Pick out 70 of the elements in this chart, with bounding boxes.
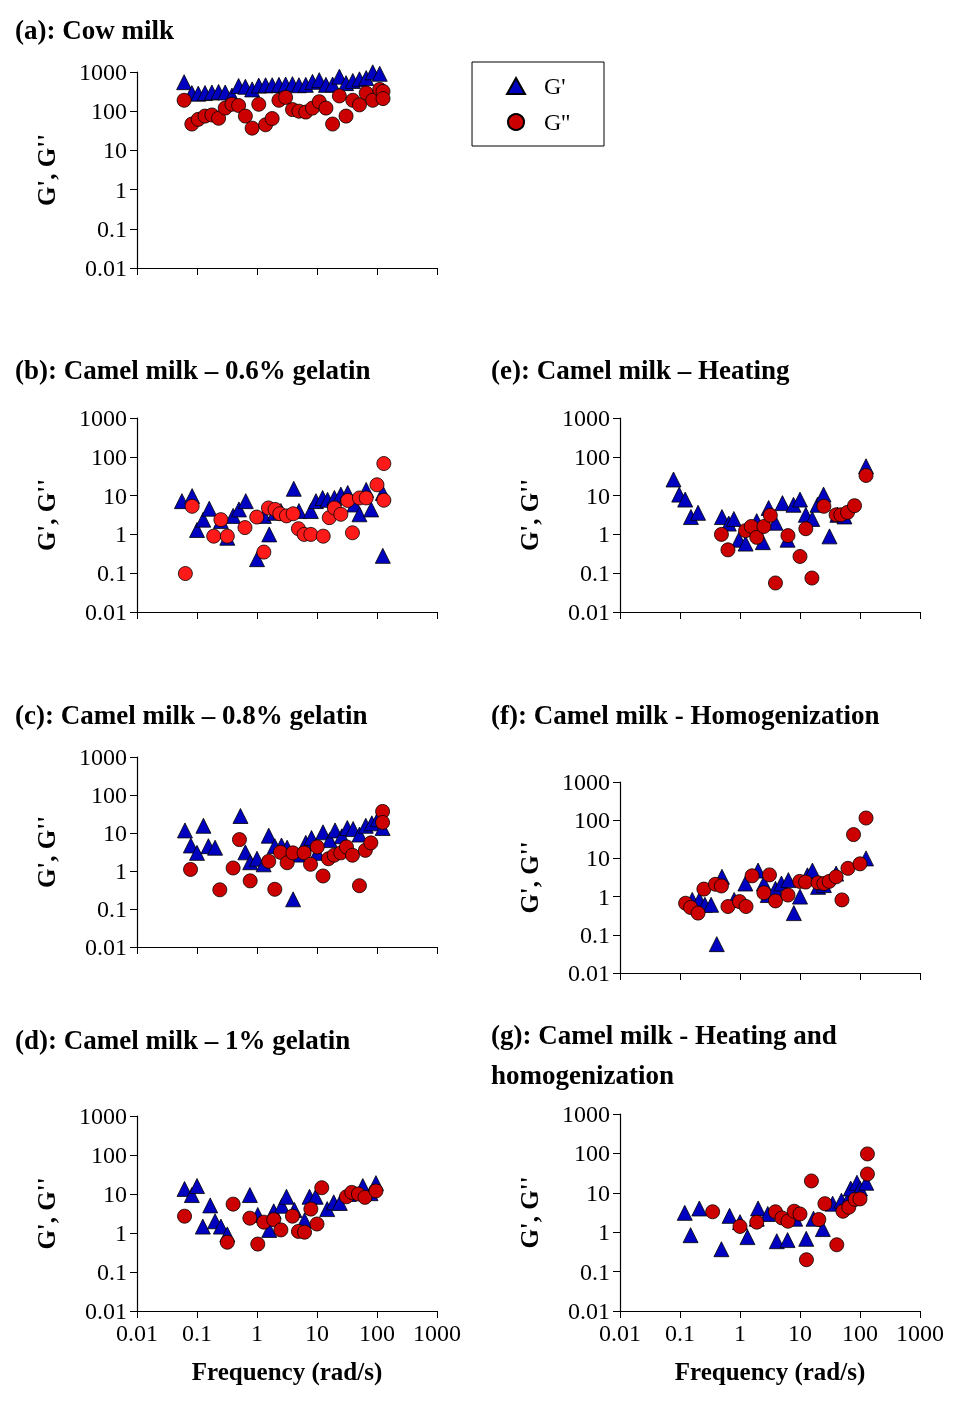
y-tick-label: 0.1 xyxy=(580,560,610,587)
y-tick-label: 1000 xyxy=(562,769,610,795)
y-tick-label: 0.1 xyxy=(97,1259,127,1285)
y-tick-label: 1000 xyxy=(79,59,127,85)
x-tick-label: 0.1 xyxy=(182,1320,212,1346)
y-tick-label: 1000 xyxy=(79,1103,127,1129)
x-axis-title: Frequency (rad/s) xyxy=(191,1358,383,1386)
chart-title: (a): Cow milk xyxy=(15,15,174,45)
y-tick-label: 0.1 xyxy=(580,1258,610,1285)
y-tick-label: 10 xyxy=(103,137,127,164)
y-tick-label: 1 xyxy=(598,521,610,548)
x-tick-label: 0.1 xyxy=(665,1320,695,1346)
y-axis-title: G', G'' xyxy=(33,478,60,552)
x-tick-label: 1000 xyxy=(413,1320,461,1346)
y-axis-title: G', G'' xyxy=(516,478,543,552)
y-tick-label: 10 xyxy=(103,1181,127,1207)
y-tick-label: 0.1 xyxy=(97,896,127,922)
y-tick-label: 1000 xyxy=(79,405,127,431)
y-tick-label: 0.01 xyxy=(568,599,610,625)
y-tick-label: 0.1 xyxy=(97,215,127,242)
y-tick-label: 0.01 xyxy=(85,599,127,625)
y-tick-label: 100 xyxy=(574,443,610,470)
x-tick-label: 100 xyxy=(842,1320,878,1346)
y-tick-label: 100 xyxy=(91,1142,127,1168)
y-axis-title: G', G'' xyxy=(33,1177,60,1250)
y-axis-title: G', G'' xyxy=(33,133,60,207)
x-axis-title: Frequency (rad/s) xyxy=(674,1358,866,1386)
x-tick-label: 10 xyxy=(305,1320,329,1346)
y-tick-label: 0.01 xyxy=(85,255,127,281)
y-tick-label: 1 xyxy=(115,858,127,884)
y-tick-label: 0.01 xyxy=(568,960,610,986)
y-tick-label: 0.01 xyxy=(568,1298,610,1324)
x-tick-label: 1 xyxy=(734,1320,746,1346)
y-tick-label: 10 xyxy=(103,482,127,509)
chart-title: (d): Camel milk – 1% gelatin xyxy=(15,1025,351,1055)
y-tick-label: 1 xyxy=(598,883,610,910)
chart-title: (c): Camel milk – 0.8% gelatin xyxy=(15,700,368,730)
y-tick-label: 10 xyxy=(586,1179,610,1206)
y-tick-label: 100 xyxy=(91,443,127,470)
y-tick-label: 1 xyxy=(115,176,127,203)
y-axis-title: G', G'' xyxy=(33,815,60,889)
y-tick-label: 1000 xyxy=(562,1101,610,1127)
y-tick-label: 1 xyxy=(115,521,127,548)
x-tick-label: 1000 xyxy=(896,1320,944,1346)
legend-label: G'' xyxy=(544,109,570,135)
y-tick-label: 100 xyxy=(91,98,127,125)
chart-title: (g): Camel milk - Heating and homogenization xyxy=(491,1020,844,1090)
y-tick-label: 1 xyxy=(598,1219,610,1246)
y-tick-label: 0.1 xyxy=(97,560,127,587)
y-axis-title: G', G'' xyxy=(516,1176,543,1249)
y-tick-label: 0.1 xyxy=(580,921,610,948)
y-axis-title: G', G'' xyxy=(516,841,543,914)
y-tick-label: 1000 xyxy=(562,405,610,431)
y-tick-label: 0.01 xyxy=(85,934,127,960)
legend-label: G' xyxy=(544,73,566,99)
y-tick-label: 100 xyxy=(91,782,127,808)
y-tick-label: 10 xyxy=(586,845,610,872)
y-tick-label: 0.01 xyxy=(85,1298,127,1324)
y-tick-label: 1000 xyxy=(79,744,127,770)
y-tick-label: 1 xyxy=(115,1220,127,1246)
chart-title: (f): Camel milk - Homogenization xyxy=(491,700,880,730)
y-tick-label: 100 xyxy=(574,807,610,834)
y-tick-label: 100 xyxy=(574,1140,610,1167)
x-tick-label: 100 xyxy=(359,1320,395,1346)
chart-title: (b): Camel milk – 0.6% gelatin xyxy=(15,355,371,385)
y-tick-label: 10 xyxy=(103,820,127,846)
x-tick-label: 1 xyxy=(251,1320,263,1346)
chart-title: (e): Camel milk – Heating xyxy=(491,355,790,385)
y-tick-label: 10 xyxy=(586,482,610,509)
x-tick-label: 10 xyxy=(788,1320,812,1346)
